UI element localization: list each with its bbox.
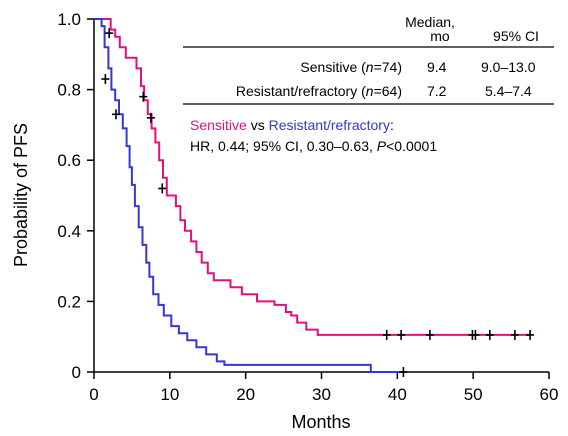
censor-mark-sensitive bbox=[485, 329, 494, 340]
y-tick-label: 0.6 bbox=[57, 151, 81, 170]
table-row-resistant-ci: 5.4–7.4 bbox=[485, 83, 532, 99]
table-row-sensitive-ci: 9.0–13.0 bbox=[481, 59, 536, 75]
table-row-resistant-label: Resistant/refractory (n=64) bbox=[236, 83, 402, 99]
censor-marks bbox=[101, 28, 535, 377]
table-row-sensitive-median: 9.4 bbox=[427, 59, 447, 75]
censor-mark-sensitive bbox=[510, 329, 519, 340]
tick-marks bbox=[87, 18, 550, 379]
y-axis-title: Probability of PFS bbox=[11, 123, 31, 267]
censor-mark-sensitive bbox=[105, 28, 114, 39]
censor-mark-sensitive bbox=[158, 183, 167, 194]
y-tick-label: 1.0 bbox=[57, 10, 81, 29]
table-header-mo: mo bbox=[430, 28, 450, 44]
curve-resistant-refractory bbox=[94, 18, 405, 373]
table-row-sensitive-label: Sensitive (n=74) bbox=[300, 59, 402, 75]
censor-mark-resistant-refractory bbox=[101, 74, 110, 85]
censor-mark-sensitive bbox=[146, 112, 155, 123]
x-axis-title: Months bbox=[291, 412, 350, 432]
hr-annotation: Sensitive vs Resistant/refractory: HR, 0… bbox=[190, 117, 437, 154]
y-tick-label: 0.8 bbox=[57, 81, 81, 100]
censor-mark-resistant-refractory bbox=[111, 109, 120, 120]
x-tick-label: 50 bbox=[464, 385, 483, 404]
survival-curves bbox=[94, 18, 530, 373]
table-row-resistant-median: 7.2 bbox=[427, 83, 447, 99]
annotation-hr-stats: HR, 0.44; 95% CI, 0.30–0.63, P<0.0001 bbox=[190, 138, 437, 154]
censor-mark-sensitive bbox=[526, 329, 535, 340]
table-header-median: Median, bbox=[405, 14, 455, 30]
annotation-comparison: Sensitive vs Resistant/refractory: bbox=[190, 117, 394, 133]
censor-mark-sensitive bbox=[397, 329, 406, 340]
x-tick-label: 20 bbox=[236, 385, 255, 404]
x-tick-label: 0 bbox=[89, 385, 98, 404]
x-tick-label: 10 bbox=[160, 385, 179, 404]
median-table: Median, mo 95% CI Sensitive (n=74) 9.4 9… bbox=[183, 14, 554, 105]
y-tick-label: 0.4 bbox=[57, 222, 81, 241]
censor-mark-resistant-refractory bbox=[399, 367, 408, 377]
censor-mark-sensitive bbox=[471, 329, 480, 340]
censor-mark-sensitive bbox=[382, 329, 391, 340]
y-tick-label: 0 bbox=[72, 363, 81, 382]
x-tick-label: 40 bbox=[388, 385, 407, 404]
x-tick-label: 60 bbox=[540, 385, 559, 404]
censor-mark-sensitive bbox=[139, 91, 148, 102]
tick-labels: 0 10 20 30 40 50 60 0 0.2 0.4 0.6 0.8 1.0 bbox=[57, 10, 558, 404]
y-tick-label: 0.2 bbox=[57, 292, 81, 311]
table-header-ci: 95% CI bbox=[493, 28, 539, 44]
curve-sensitive bbox=[94, 18, 530, 336]
censor-mark-sensitive bbox=[425, 329, 434, 340]
x-tick-label: 30 bbox=[312, 385, 331, 404]
